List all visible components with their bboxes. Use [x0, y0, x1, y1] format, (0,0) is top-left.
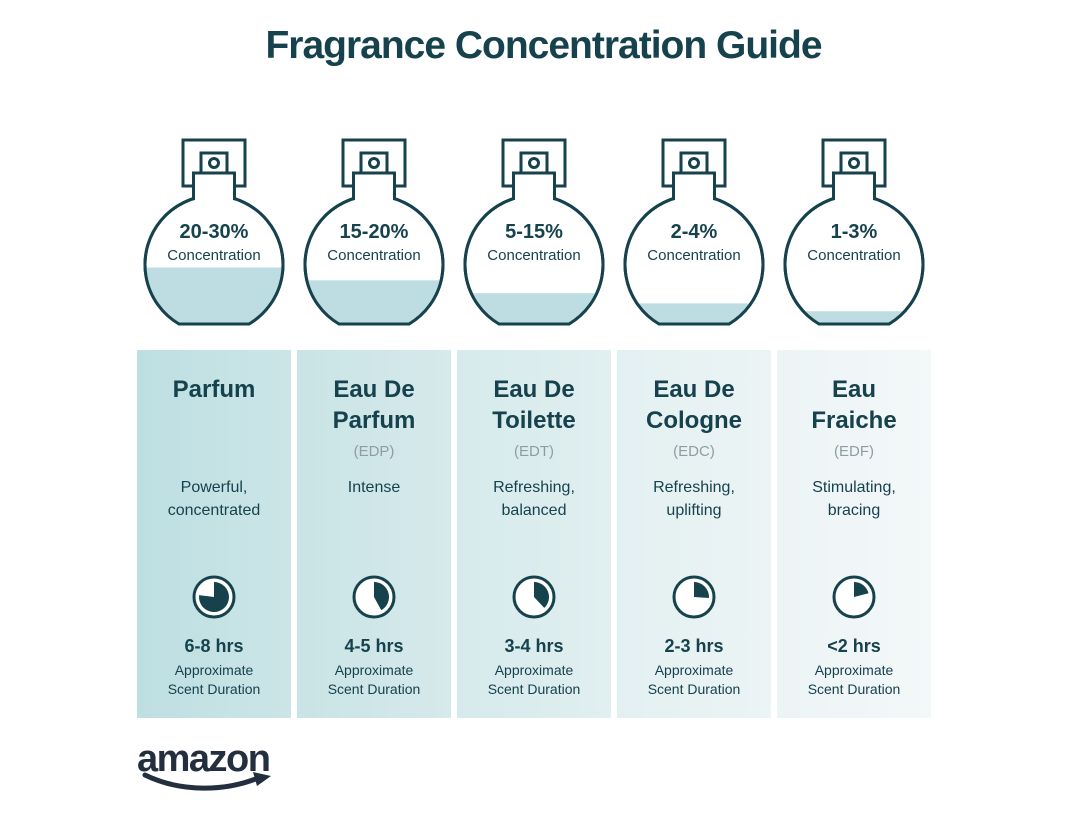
duration-value: <2 hrs — [827, 636, 881, 656]
fragrance-name: Eau De Toilette — [492, 376, 576, 434]
nozzle-hole — [528, 157, 540, 169]
amazon-smile-arrow-icon — [142, 772, 271, 791]
concentration-value: 2-4% — [671, 221, 718, 243]
concentration-value: 1-3% — [831, 221, 878, 243]
nozzle-hole — [688, 157, 700, 169]
fragrance-description: Powerful, concentrated — [167, 479, 261, 519]
columns-row: Parfum Powerful, concentrated 6-8 hrs Ap… — [137, 350, 931, 718]
perfume-bottle: 20-30% Concentration — [137, 138, 291, 338]
duration-caption: Approximate Scent Duration — [647, 662, 741, 697]
page-title: Fragrance Concentration Guide — [265, 24, 822, 67]
nozzle-hole — [368, 157, 380, 169]
bottle-icon: 5-15% Concentration — [463, 138, 605, 326]
concentration-value: 15-20% — [340, 221, 409, 243]
fragrance-abbrev: (EDF) — [834, 443, 874, 460]
fragrance-name: Eau Fraiche — [811, 376, 897, 434]
liquid-fill — [625, 303, 764, 324]
bottle-icon: 2-4% Concentration — [623, 138, 765, 326]
liquid-fill — [305, 280, 444, 324]
nozzle-hole — [208, 157, 220, 169]
bottle-icon: 20-30% Concentration — [143, 138, 285, 326]
liquid-fill — [785, 311, 924, 324]
bottle-icon: 15-20% Concentration — [303, 138, 445, 326]
fragrance-name: Eau De Parfum — [332, 376, 416, 434]
perfume-bottle: 2-4% Concentration — [617, 138, 771, 338]
concentration-label: Concentration — [167, 247, 260, 264]
bottle-neck — [352, 171, 396, 200]
duration-clock-icon — [512, 575, 556, 619]
amazon-logo: amazon — [137, 740, 290, 795]
liquid-fill — [465, 293, 604, 324]
duration-caption: Approximate Scent Duration — [167, 662, 261, 697]
bottle-neck — [512, 171, 556, 200]
fragrance-column: Eau De Cologne (EDC) Refreshing, uplifti… — [617, 350, 771, 718]
duration-value: 4-5 hrs — [344, 636, 404, 656]
bottle-neck — [192, 171, 236, 200]
concentration-label: Concentration — [647, 247, 740, 264]
fragrance-column: Eau Fraiche (EDF) Stimulating, bracing <… — [777, 350, 931, 718]
bottles-row: 20-30% Concentration 15-20% Concentratio… — [137, 138, 931, 338]
duration-clock-icon — [672, 575, 716, 619]
concentration-value: 5-15% — [505, 221, 563, 243]
fragrance-description: Intense — [347, 479, 401, 496]
fragrance-abbrev: (EDT) — [514, 443, 554, 460]
perfume-bottle: 1-3% Concentration — [777, 138, 931, 338]
fragrance-abbrev: (EDP) — [353, 443, 395, 460]
nozzle-hole — [848, 157, 860, 169]
duration-value: 2-3 hrs — [664, 636, 724, 656]
perfume-bottle: 5-15% Concentration — [457, 138, 611, 338]
bottle-neck — [832, 171, 876, 200]
duration-caption: Approximate Scent Duration — [327, 662, 421, 697]
duration-clock-icon — [832, 575, 876, 619]
duration-clock-icon — [192, 575, 236, 619]
duration-caption: Approximate Scent Duration — [807, 662, 901, 697]
fragrance-description: Stimulating, bracing — [812, 479, 896, 519]
concentration-label: Concentration — [327, 247, 420, 264]
bottle-icon: 1-3% Concentration — [783, 138, 925, 326]
duration-caption: Approximate Scent Duration — [487, 662, 581, 697]
duration-value: 6-8 hrs — [184, 636, 244, 656]
duration-clock-icon — [352, 575, 396, 619]
fragrance-column: Parfum Powerful, concentrated 6-8 hrs Ap… — [137, 350, 291, 718]
concentration-label: Concentration — [807, 247, 900, 264]
amazon-wordmark: amazon — [137, 738, 271, 780]
fragrance-column: Eau De Parfum (EDP) Intense 4-5 hrs Appr… — [297, 350, 451, 718]
bottle-neck — [672, 171, 716, 200]
fragrance-abbrev: (EDC) — [673, 443, 715, 460]
concentration-label: Concentration — [487, 247, 580, 264]
fragrance-name: Parfum — [172, 376, 256, 403]
perfume-bottle: 15-20% Concentration — [297, 138, 451, 338]
fragrance-description: Refreshing, balanced — [493, 479, 575, 519]
concentration-value: 20-30% — [180, 221, 249, 243]
fragrance-description: Refreshing, uplifting — [653, 479, 735, 519]
fragrance-name: Eau De Cologne — [646, 376, 742, 434]
liquid-fill — [145, 267, 284, 324]
duration-value: 3-4 hrs — [504, 636, 564, 656]
fragrance-column: Eau De Toilette (EDT) Refreshing, balanc… — [457, 350, 611, 718]
